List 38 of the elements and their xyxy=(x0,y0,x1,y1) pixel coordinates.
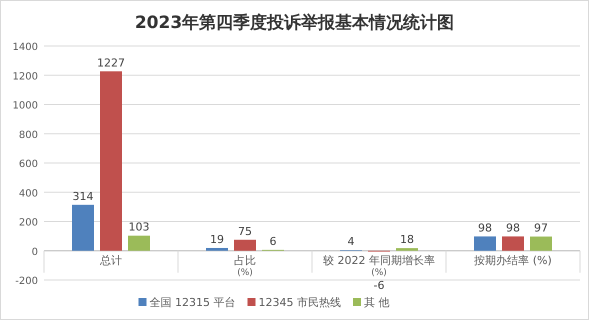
bar xyxy=(502,236,524,251)
bar xyxy=(128,236,150,251)
data-label: 6 xyxy=(270,234,276,248)
data-label: 4 xyxy=(348,235,354,248)
data-label: -6 xyxy=(374,278,384,292)
y-tick-label: 1200 xyxy=(12,71,38,82)
legend-label: 全国 12315 平台 xyxy=(150,296,236,309)
data-label: 75 xyxy=(238,224,252,238)
bar xyxy=(72,204,94,251)
data-label: 19 xyxy=(210,232,224,246)
y-tick-label: 400 xyxy=(18,188,38,200)
data-label: 97 xyxy=(534,222,548,235)
legend-label: 其 他 xyxy=(364,296,390,309)
chart-title: 2023年第四季度投诉举报基本情况统计图 xyxy=(134,13,454,33)
bar xyxy=(234,240,256,251)
x-tick-label: 总计 xyxy=(99,254,122,267)
y-tick-label: 1000 xyxy=(12,100,38,112)
data-label: 98 xyxy=(478,221,492,234)
legend-label: 12345 市民热线 xyxy=(258,296,341,309)
bar xyxy=(206,248,228,251)
x-tick-label: 按期办结率 (%) xyxy=(474,254,552,267)
y-tick-label: 800 xyxy=(18,130,38,141)
data-label: 1227 xyxy=(97,56,125,70)
y-tick-label: 600 xyxy=(18,159,38,170)
y-tick-label: 1400 xyxy=(12,42,38,53)
data-label: 314 xyxy=(72,190,94,203)
bar xyxy=(474,236,496,251)
data-label: 18 xyxy=(400,233,414,246)
y-tick-label: -200 xyxy=(15,276,38,287)
x-tick-label: 较 2022 年同期增长率 (%) xyxy=(323,254,435,278)
x-tick-label: 占比 (%) xyxy=(234,254,256,278)
data-label: 103 xyxy=(128,220,150,234)
y-tick-label: 200 xyxy=(18,218,38,228)
bar xyxy=(100,71,122,251)
bar xyxy=(530,236,552,251)
y-tick-label: 0 xyxy=(32,246,38,258)
data-label: 98 xyxy=(506,221,520,234)
bar xyxy=(396,248,418,251)
